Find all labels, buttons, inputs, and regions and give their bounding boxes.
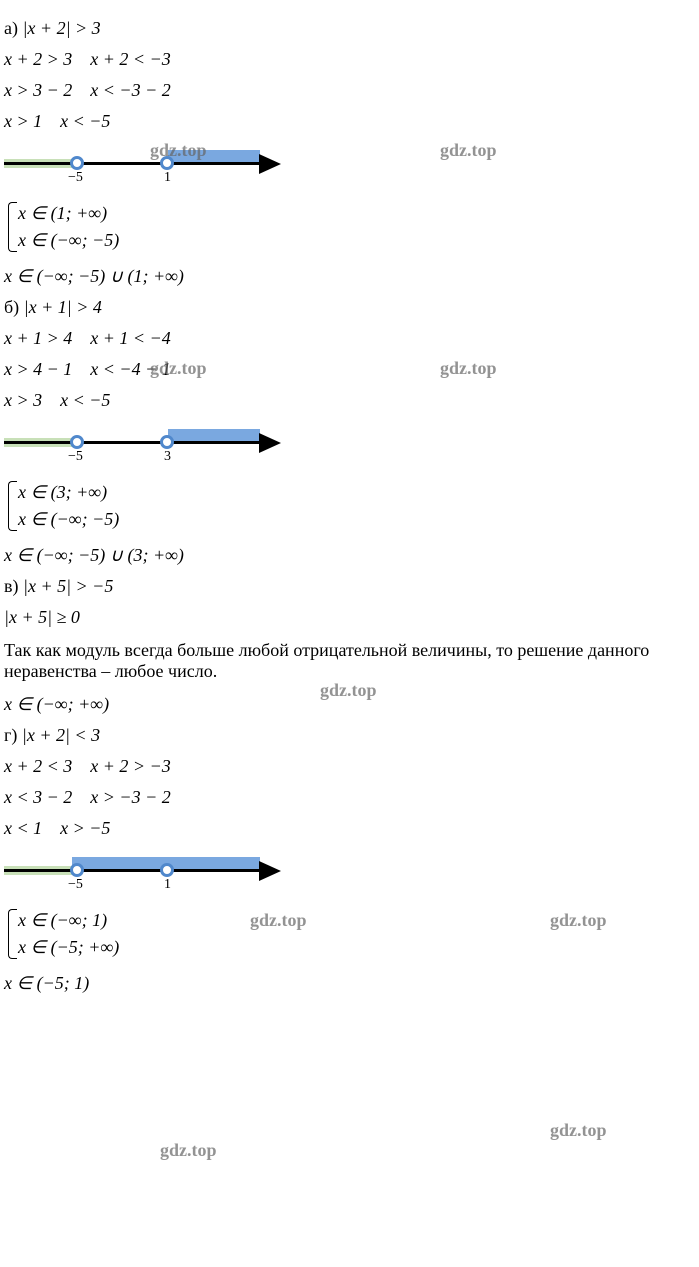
watermark: gdz.top: [550, 1120, 607, 1141]
watermark: gdz.top: [150, 358, 207, 379]
nl-arrow-icon: [259, 433, 281, 453]
nl-label-2: 1: [164, 170, 171, 186]
nl-axis: [4, 441, 264, 444]
nl-label-1: −5: [68, 170, 83, 186]
system-a-line-0: x ∈ (1; +∞): [18, 200, 695, 227]
problem-d-line-3: x < 1 x > −5: [4, 818, 695, 839]
number-line-a: −5 1: [4, 144, 284, 188]
problem-d-line-1: x + 2 < 3 x + 2 > −3: [4, 756, 695, 777]
problem-a-line-3: x > 1 x < −5: [4, 111, 695, 132]
problem-c-line-0: в) |x + 5| > −5: [4, 576, 695, 597]
watermark: gdz.top: [440, 358, 497, 379]
nl-label-1: −5: [68, 877, 83, 893]
problem-b-line-3: x > 3 x < −5: [4, 390, 695, 411]
problem-b-line-0: б) |x + 1| > 4: [4, 297, 695, 318]
problem-a-line-1: x + 2 > 3 x + 2 < −3: [4, 49, 695, 70]
nl-circle-1: [70, 435, 84, 449]
problem-b-line-2: x > 4 − 1 x < −4 − 1: [4, 359, 695, 380]
system-b-line-1: x ∈ (−∞; −5): [18, 506, 695, 533]
problem-a-line-0: а) |x + 2| > 3: [4, 18, 695, 39]
answer-b: x ∈ (−∞; −5) ∪ (3; +∞): [4, 545, 695, 566]
nl-axis: [4, 162, 264, 165]
nl-circle-1: [70, 863, 84, 877]
nl-label-2: 1: [164, 877, 171, 893]
watermark: gdz.top: [550, 910, 607, 931]
system-d-line-1: x ∈ (−5; +∞): [18, 934, 695, 961]
watermark: gdz.top: [440, 140, 497, 161]
problem-c-line-1: |x + 5| ≥ 0: [4, 607, 695, 628]
system-a-line-1: x ∈ (−∞; −5): [18, 227, 695, 254]
watermark: gdz.top: [250, 910, 307, 931]
number-line-b: −5 3: [4, 423, 284, 467]
nl-circle-1: [70, 156, 84, 170]
number-line-d: −5 1: [4, 851, 284, 895]
watermark: gdz.top: [320, 680, 377, 701]
answer-a: x ∈ (−∞; −5) ∪ (1; +∞): [4, 266, 695, 287]
watermark: gdz.top: [150, 140, 207, 161]
problem-d-line-0: г) |x + 2| < 3: [4, 725, 695, 746]
answer-d: x ∈ (−5; 1): [4, 973, 695, 994]
system-a: x ∈ (1; +∞) x ∈ (−∞; −5): [4, 200, 695, 254]
problem-d-line-2: x < 3 − 2 x > −3 − 2: [4, 787, 695, 808]
nl-circle-2: [160, 863, 174, 877]
nl-label-1: −5: [68, 449, 83, 465]
nl-circle-2: [160, 435, 174, 449]
nl-arrow-icon: [259, 154, 281, 174]
problem-b-line-1: x + 1 > 4 x + 1 < −4: [4, 328, 695, 349]
system-b-line-0: x ∈ (3; +∞): [18, 479, 695, 506]
system-b: x ∈ (3; +∞) x ∈ (−∞; −5): [4, 479, 695, 533]
problem-a-line-2: x > 3 − 2 x < −3 − 2: [4, 80, 695, 101]
nl-axis: [4, 869, 264, 872]
nl-arrow-icon: [259, 861, 281, 881]
nl-right-region: [168, 429, 260, 441]
nl-label-2: 3: [164, 449, 171, 465]
watermark: gdz.top: [160, 1140, 217, 1161]
explanation-c: Так как модуль всегда больше любой отриц…: [4, 640, 695, 682]
